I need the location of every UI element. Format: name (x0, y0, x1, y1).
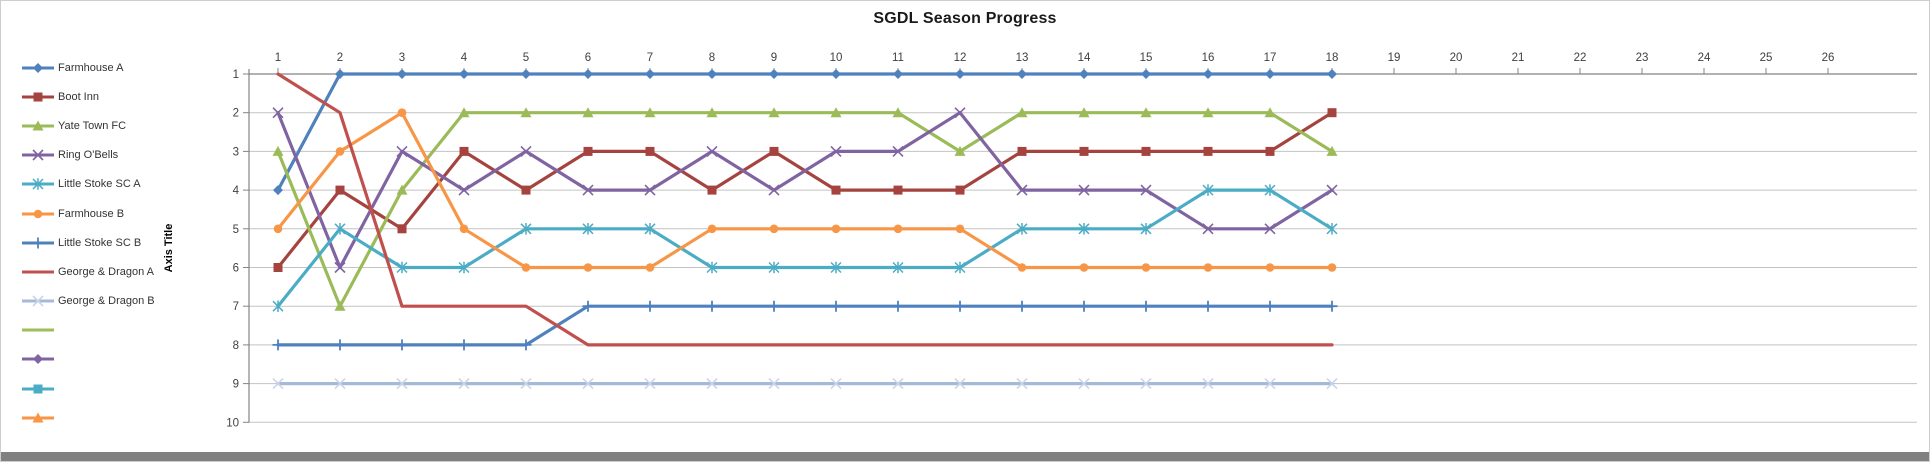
legend-item-series-11[interactable] (21, 345, 191, 374)
legend-label: Little Stoke SC B (58, 236, 142, 249)
series-line[interactable] (276, 72, 1334, 192)
y-axis-label: 2 (233, 108, 239, 120)
legend-item-george-dragon-b[interactable]: George & Dragon B (21, 287, 191, 316)
axis-labels: 1 2 3 4 5 6 7 8 9 10 11 12 13 14 15 16 17 18 19 20 21 22 23 24 2… (226, 52, 1834, 429)
x-axis-label: 10 (830, 52, 843, 64)
axes (243, 68, 1917, 423)
legend-item-farmhouse-b[interactable]: Farmhouse B (21, 199, 191, 228)
gridlines (249, 73, 1917, 423)
y-axis-label: 4 (233, 185, 240, 197)
x-axis-label: 15 (1140, 52, 1153, 64)
legend-item-little-stoke-sc-b[interactable]: Little Stoke SC B (21, 228, 191, 257)
legend-item-series-13[interactable] (21, 403, 191, 432)
legend-marker-plus-icon (22, 237, 54, 249)
legend-marker-circle-icon (22, 209, 54, 218)
series-line[interactable] (276, 111, 1334, 270)
x-axis-label: 23 (1636, 52, 1649, 64)
y-axis-label: 7 (233, 301, 239, 313)
x-axis-label: 25 (1760, 52, 1773, 64)
y-axis-label: 3 (233, 146, 239, 158)
legend-marker-diamond-icon (22, 354, 54, 365)
chart-title: SGDL Season Progress (873, 10, 1057, 27)
x-axis-label: 7 (647, 52, 653, 64)
legend-marker-x-icon (22, 295, 54, 307)
y-axis-label: 8 (233, 340, 239, 352)
legend-label: George & Dragon A (58, 265, 155, 278)
series-farmhouse-a[interactable] (273, 69, 1337, 196)
legend-marker-triangle-icon (22, 412, 54, 423)
legend-marker-square-icon (22, 92, 54, 102)
x-axis-label: 21 (1512, 52, 1525, 64)
series-george-dragon-a[interactable] (276, 72, 1334, 347)
y-axis-label: 1 (233, 69, 239, 81)
series-line[interactable] (276, 111, 1334, 308)
x-axis-label: 17 (1264, 52, 1277, 64)
legend-label: Farmhouse B (58, 207, 125, 220)
x-axis-label: 13 (1016, 52, 1029, 64)
legend-item-ring-o-bells[interactable]: Ring O'Bells (21, 141, 191, 170)
x-axis-label: 4 (461, 52, 468, 64)
y-axis-label: 5 (233, 224, 239, 236)
legend-item-george-dragon-a[interactable]: George & Dragon A (21, 257, 191, 286)
series-line[interactable] (276, 111, 1334, 270)
x-axis-label: 12 (954, 52, 967, 64)
x-axis-label: 19 (1388, 52, 1401, 64)
legend-label: Little Stoke SC A (58, 178, 141, 191)
x-axis-label: 26 (1822, 52, 1835, 64)
x-axis-label: 11 (892, 52, 904, 64)
x-axis-label: 3 (399, 52, 405, 64)
y-axis-label: 6 (233, 263, 239, 275)
x-axis-label: 16 (1202, 52, 1215, 64)
series-ring-o-bells[interactable] (272, 107, 1338, 274)
x-axis-label: 1 (275, 52, 281, 64)
x-axis-label: 6 (585, 52, 591, 64)
series-little-stoke-sc-a[interactable] (272, 184, 1338, 312)
series-yate-town-fc[interactable] (272, 107, 1338, 311)
series-line[interactable] (276, 304, 1334, 347)
x-axis-label: 20 (1450, 52, 1463, 64)
series-farmhouse-b[interactable] (273, 108, 1337, 272)
legend-item-boot-inn[interactable]: Boot Inn (21, 82, 191, 111)
legend-label: Boot Inn (58, 90, 99, 103)
bottom-bar (1, 452, 1929, 461)
y-axis-label: 10 (226, 417, 239, 429)
legend-label: George & Dragon B (58, 295, 155, 308)
legend-marker-triangle-icon (22, 120, 54, 131)
legend-marker-none-icon (22, 270, 54, 274)
x-axis-label: 2 (337, 52, 343, 64)
legend-marker-star-icon (22, 178, 54, 191)
legend-marker-none-icon (22, 328, 54, 332)
legend-marker-diamond-icon (22, 62, 54, 73)
legend-item-farmhouse-a[interactable]: Farmhouse A (21, 53, 191, 82)
x-axis-label: 8 (709, 52, 715, 64)
legend-label: Farmhouse A (58, 61, 124, 74)
legend-item-series-10[interactable] (21, 316, 191, 345)
x-axis-label: 14 (1078, 52, 1091, 64)
legend-item-little-stoke-sc-a[interactable]: Little Stoke SC A (21, 170, 191, 199)
series-george-dragon-b[interactable] (272, 378, 1338, 390)
legend-marker-square-icon (22, 384, 54, 394)
legend-label: Yate Town FC (58, 119, 127, 132)
x-axis-label: 22 (1574, 52, 1587, 64)
legend-item-series-12[interactable] (21, 374, 191, 403)
series-line[interactable] (276, 188, 1334, 308)
series-line[interactable] (276, 72, 1334, 347)
legend-label: Ring O'Bells (58, 149, 119, 162)
legend-marker-x-icon (22, 149, 54, 161)
x-axis-label: 9 (771, 52, 777, 64)
legend-item-yate-town-fc[interactable]: Yate Town FC (21, 111, 191, 140)
legend: Farmhouse A Boot Inn Yate Town FC Ring O'Be… (21, 53, 191, 432)
x-axis-label: 5 (523, 52, 529, 64)
x-axis-label: 24 (1698, 52, 1711, 64)
y-axis-label: 9 (233, 379, 239, 391)
x-axis-label: 18 (1326, 52, 1339, 64)
series-little-stoke-sc-b[interactable] (272, 300, 1338, 351)
